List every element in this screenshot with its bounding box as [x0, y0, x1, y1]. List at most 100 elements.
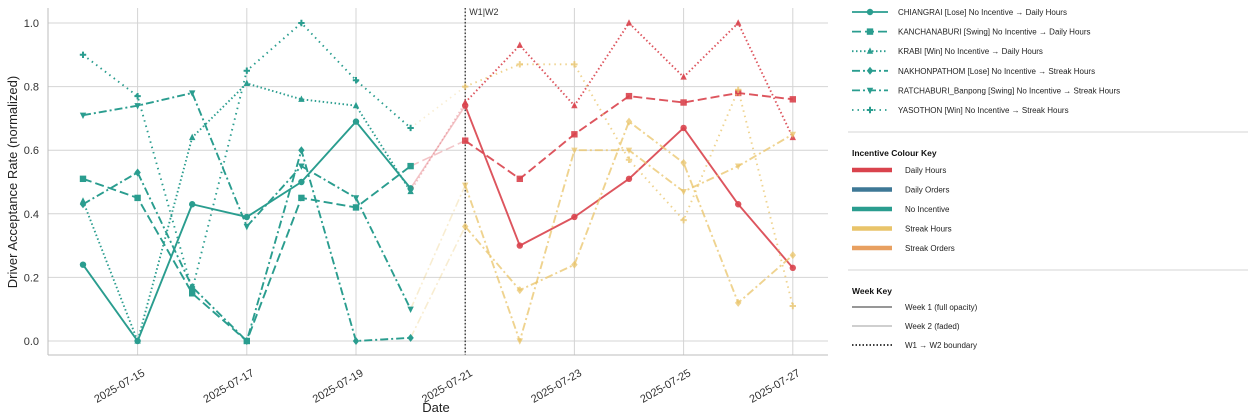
transition-line [409, 184, 466, 310]
series-chiangrai-lose [79, 102, 796, 345]
data-point [462, 83, 469, 90]
data-point [516, 242, 523, 249]
data-point [189, 286, 196, 294]
y-axis-title: Driver Acceptance Rate (normalized) [5, 76, 20, 288]
data-point [680, 99, 687, 106]
data-point [625, 147, 633, 154]
data-point [571, 101, 578, 109]
data-point [789, 302, 796, 310]
data-point [134, 92, 141, 100]
legend-series-label: KANCHANABURI [Swing] No Incentive → Dail… [898, 28, 1091, 37]
data-point [298, 146, 305, 155]
data-point [407, 162, 414, 170]
data-point [407, 333, 414, 342]
series-yasothon-win [79, 19, 796, 310]
data-point [407, 187, 414, 195]
legend-incentive-label: Streak Orders [905, 244, 955, 253]
data-point [680, 158, 687, 167]
x-tick-label: 2025-07-23 [529, 367, 584, 406]
data-point [352, 118, 360, 125]
x-tick-label: 2025-07-25 [638, 367, 693, 406]
data-point [571, 213, 578, 221]
data-point [571, 260, 578, 269]
legend-series-label: NAKHONPATHOM [Lose] No Incentive → Strea… [898, 67, 1095, 76]
data-point [79, 261, 87, 268]
transition-line [409, 105, 466, 189]
legend-incentive-label: Daily Orders [905, 186, 949, 195]
y-tick-label: 0.0 [24, 336, 39, 348]
data-point [79, 112, 87, 120]
data-point [298, 194, 305, 202]
data-point [625, 92, 633, 100]
data-point [407, 306, 414, 313]
legend: CHIANGRAI [Lose] No Incentive → Daily Ho… [848, 8, 1248, 350]
data-point [625, 156, 633, 163]
x-axis-title: Date [422, 400, 449, 415]
y-tick-label: 1.0 [24, 18, 39, 30]
data-point [866, 106, 874, 114]
data-point [735, 298, 742, 307]
data-point [298, 163, 305, 170]
legend-series-label: RATCHABURI_Banpong [Swing] No Incentive … [898, 86, 1120, 95]
data-point [134, 168, 141, 177]
data-point [79, 175, 87, 183]
data-point [243, 213, 250, 221]
data-point [298, 178, 305, 186]
data-point [866, 47, 874, 54]
y-tick-label: 0.2 [24, 272, 39, 284]
axes: 0.0 0.2 0.4 0.6 0.8 1.0 2025-07-15 2025-07-17 20… [24, 7, 828, 406]
legend-week-label: Week 2 (faded) [905, 322, 960, 331]
legend-incentive-label: Streak Hours [905, 225, 952, 234]
series-line-week2 [464, 105, 794, 269]
data-point [516, 338, 523, 345]
data-point [79, 51, 87, 58]
data-point [680, 124, 687, 132]
data-point [789, 264, 796, 272]
data-point [866, 8, 874, 16]
data-point [789, 251, 796, 260]
x-tick-label: 2025-07-27 [748, 367, 803, 406]
data-point [462, 137, 469, 144]
data-point [866, 66, 874, 75]
data-point [243, 223, 250, 231]
legend-incentive-label: Daily Hours [905, 166, 946, 175]
data-point [735, 201, 742, 208]
data-point [516, 286, 523, 295]
data-point [680, 188, 687, 196]
data-point [625, 117, 633, 126]
series-krabi-win [79, 19, 796, 344]
data-point [134, 194, 141, 202]
legend-series-label: CHIANGRAI [Lose] No Incentive → Daily Ho… [898, 8, 1067, 17]
data-point [243, 67, 250, 74]
x-tick-label: 2025-07-15 [92, 367, 147, 406]
data-point [789, 131, 796, 139]
legend-incentive-label: No Incentive [905, 205, 950, 214]
series-group [79, 19, 796, 345]
data-point [189, 133, 196, 141]
transition-line [409, 102, 466, 192]
data-point [735, 163, 742, 170]
data-point [516, 61, 523, 68]
data-point [625, 175, 633, 183]
y-tick-label: 0.6 [24, 145, 39, 157]
data-point [571, 61, 578, 68]
data-point [352, 195, 360, 202]
data-point [134, 337, 141, 344]
data-point [352, 204, 360, 211]
data-point [571, 147, 578, 154]
week-boundary-label: W1|W2 [469, 7, 498, 17]
legend-series-label: YASOTHON [Win] No Incentive → Streak Hou… [898, 106, 1069, 115]
x-tick-label: 2025-07-17 [202, 367, 257, 406]
data-point [735, 86, 742, 93]
transition-line [409, 226, 466, 339]
data-point [680, 73, 687, 80]
data-point [352, 101, 360, 109]
data-point [462, 222, 469, 231]
y-tick-label: 0.4 [24, 209, 39, 221]
data-point [298, 19, 305, 27]
data-point [866, 28, 874, 35]
grid [48, 8, 828, 355]
data-point [189, 201, 196, 208]
data-point [516, 175, 523, 183]
